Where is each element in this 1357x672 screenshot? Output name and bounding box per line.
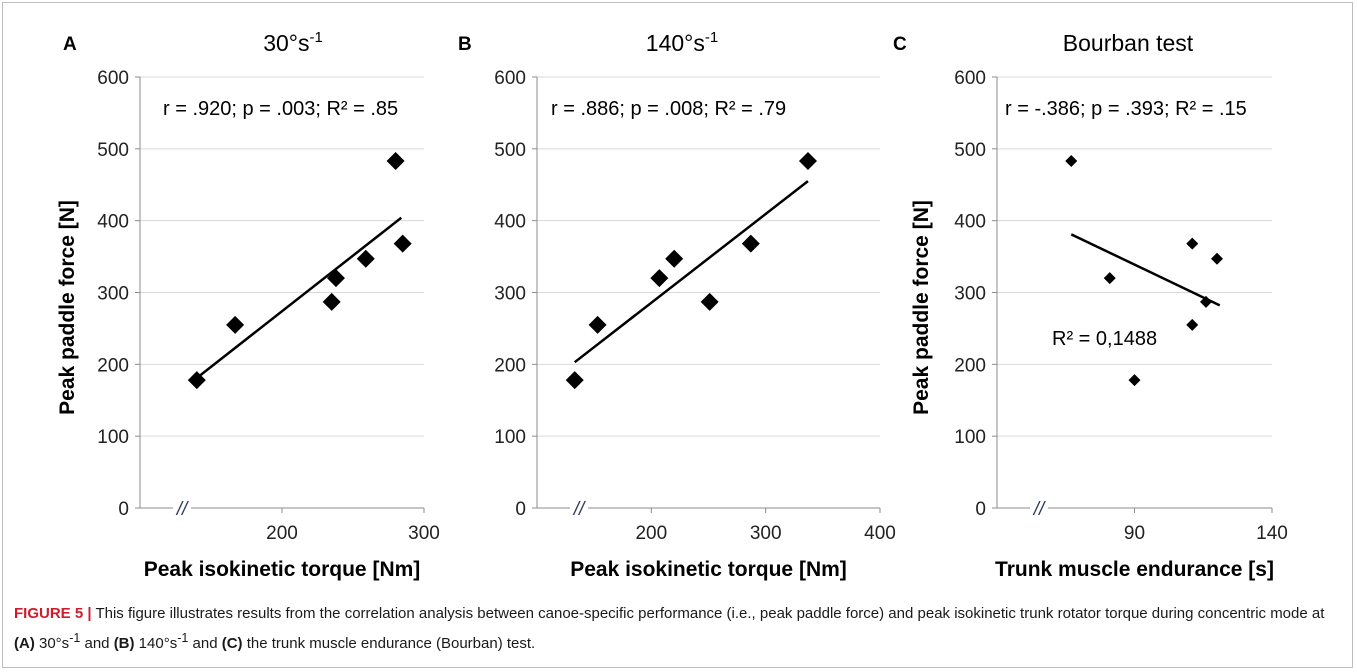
figure-charts: 0 100 200 300 400 500 600 200 300 // A 30°s-1 r = .9… [56,29,1288,581]
panel-b-y-tick-label: 600 [494,68,526,89]
panel-a-trendline [196,216,403,379]
caption-sup-1: -1 [69,631,81,645]
panel-c-trendline-label: R² = 0,1488 [1052,328,1157,350]
panel-a-stats: r = .920; p = .003; R² = .85 [163,98,398,120]
panel-a-y-tick-label: 500 [97,140,129,161]
caption-sup-2: -1 [177,631,189,645]
panel-c-y-tick-label: 0 [975,499,986,520]
panel-a-label: A [63,34,77,55]
panel-c-data-point [1103,272,1116,285]
panel-c-data-point [1065,155,1078,168]
panel-a-axis-break-gap [173,503,191,513]
panel-b-x-tick-label: 200 [635,523,667,544]
caption-label-c: (C) [221,635,243,652]
panel-a-axis-break: // [175,499,189,520]
panel-a-y-tick-label: 600 [97,68,129,89]
panel-b-data-point [665,249,684,268]
panel-b-data-point [565,371,584,390]
panel-a-y-tick-label: 200 [97,355,129,376]
panel-b-data-point [588,315,607,334]
panel-c-y-tick-label: 100 [954,427,986,448]
caption-text-2: 30°s [34,635,70,652]
panel-c-label: C [893,34,907,55]
figure-caption: FIGURE 5 | This figure illustrates resul… [14,601,1344,656]
panel-b-y-tick-label: 100 [494,427,526,448]
panel-c-axis-break: // [1032,499,1046,520]
panel-c-data-point [1211,252,1223,265]
panel-a-data-point [386,152,405,171]
panel-c-data-point [1128,374,1141,387]
caption-label-b: (B) [113,635,135,652]
panel-b-data-point [700,292,719,311]
panel-c-y-tick-label: 400 [954,212,986,233]
panel-b-data-point [741,234,760,253]
panel-a-y-axis-label: Peak paddle force [N] [56,200,79,415]
panel-c-y-axis-label: Peak paddle force [N] [910,200,933,415]
panel-b-title: 140°s-1 [646,29,718,56]
panel-c-y-tick-label: 200 [954,355,986,376]
panel-c-data-point [1186,318,1199,331]
panel-a-data-point [356,249,375,268]
panel-b-trendline [573,180,809,364]
panel-b-y-tick-label: 300 [494,284,526,305]
panel-c-axis-break-gap [1030,503,1048,513]
panel-b-x-tick-label: 400 [864,523,896,544]
panel-a-y-tick-label: 0 [118,499,129,520]
panel-b-y-tick-label: 400 [494,212,526,233]
panel-a-y-tick-label: 400 [97,212,129,233]
panel-c-x-axis-label: Trunk muscle endurance [s] [995,558,1274,581]
panel-a-y-tick-label: 300 [97,284,129,305]
panel-a-data-point [326,269,345,288]
panel-a-x-tick-label: 300 [408,523,440,544]
caption-text-4: 140°s [134,635,178,652]
panel-c-y-tick-label: 600 [954,68,986,89]
caption-figure-label: FIGURE 5 | [14,605,92,622]
panel-b-title-superscript: -1 [705,29,718,46]
caption-label-a: (A) [14,635,35,652]
panel-c-y-tick-label: 300 [954,284,986,305]
panel-a-y-tick-label: 100 [97,427,129,448]
panel-b-x-axis-label: Peak isokinetic torque [Nm] [570,558,847,581]
panel-c-trendline [1070,233,1221,307]
panel-c-stats: r = -.386; p = .393; R² = .15 [1005,98,1247,120]
panel-b-x-tick-label: 300 [750,523,782,544]
panel-b-y-tick-label: 200 [494,355,526,376]
panel-a-x-axis-label: Peak isokinetic torque [Nm] [144,558,421,581]
panel-c-y-tick-label: 500 [954,140,986,161]
caption-text-6: the trunk muscle endurance (Bourban) tes… [242,635,536,652]
panel-a-x-tick-label: 200 [266,523,298,544]
panel-b-stats: r = .886; p = .008; R² = .79 [551,98,786,120]
panel-a-title: 30°s-1 [263,29,323,56]
panel-b-axis-break-gap [570,503,588,513]
panel-a-data-point [322,292,341,311]
panel-c-data-point [1186,237,1199,250]
panel-a-data-point [393,234,412,253]
panel-c-data-point [1200,295,1212,308]
panel-b-axis-break: // [572,499,586,520]
panel-b-label: B [458,34,472,55]
panel-b-data-point [798,152,817,171]
caption-text-3: and [80,635,114,652]
caption-text-5: and [188,635,222,652]
panel-a-title-superscript: -1 [309,29,322,46]
panel-a-data-point [187,371,206,390]
panel-c-title: Bourban test [1063,30,1194,56]
panel-c-x-tick-label: 140 [1256,523,1288,544]
panel-c-x-tick-label: 90 [1124,523,1145,544]
caption-text-1: This figure illustrates results from the… [91,605,1325,622]
panel-a-data-point [226,315,245,334]
panel-b-data-point [650,269,669,288]
panel-b-y-tick-label: 0 [515,499,526,520]
panel-b-y-tick-label: 500 [494,140,526,161]
